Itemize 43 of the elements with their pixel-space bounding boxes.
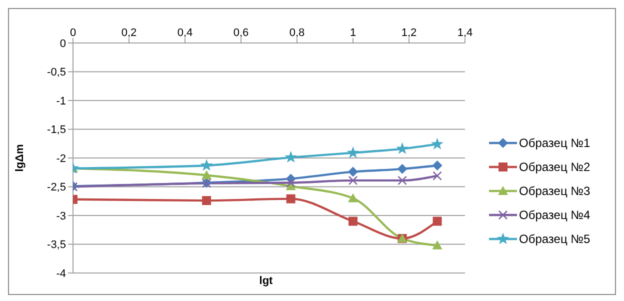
legend-label: Образец №3 [519,184,590,198]
point [348,216,358,226]
x-tick-label: 1,2 [401,27,417,39]
x-axis-title: lgt [258,275,274,287]
x-tick-label: 1 [350,27,356,39]
x-tick-label: 0 [70,27,76,39]
y-tick-label: -1,5 [47,124,66,136]
y-tick-label: -4 [56,268,66,280]
point [432,240,442,250]
y-tick-label: -2,5 [47,182,66,194]
legend-label: Образец №4 [519,208,590,222]
y-tick-label: -1 [56,95,66,108]
legend-label: Образец №1 [519,136,590,150]
x-tick-label: 0,4 [177,27,193,39]
point [202,196,212,206]
point [431,138,444,150]
point [432,160,442,170]
legend-label: Образец №5 [519,232,590,246]
point [397,164,408,174]
point [200,158,213,171]
point [432,171,442,180]
point [398,176,407,186]
point [202,170,212,180]
point [348,166,358,177]
point [348,193,358,202]
x-tick-label: 1,4 [457,27,473,39]
point [286,194,296,204]
point [284,150,298,163]
y-tick-label: 0 [60,38,66,50]
point [286,178,296,188]
y-tick-label: -3,5 [47,239,66,252]
y-axis-title: lgΔm [14,144,26,172]
x-tick-label: 0,2 [121,27,137,39]
legend-label: Образец №2 [519,160,590,174]
y-tick-label: -3 [56,210,66,222]
point [432,216,442,226]
y-tick-label: -0,5 [47,66,66,79]
x-tick-label: 0,8 [289,27,305,39]
point [348,176,358,186]
x-tick-label: 0,6 [233,27,249,39]
point [346,146,360,158]
point [396,142,408,154]
y-tick-label: -2 [56,152,66,165]
